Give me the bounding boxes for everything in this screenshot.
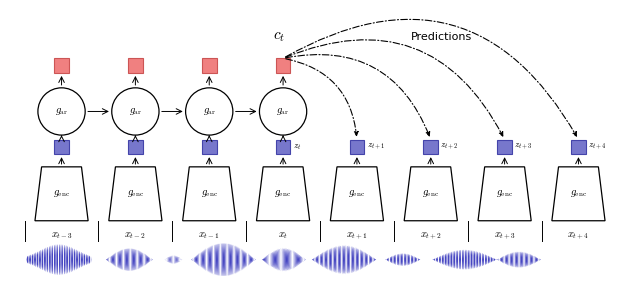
Text: $x_{t-1}$: $x_{t-1}$ bbox=[198, 230, 220, 241]
Text: $g_{\mathrm{enc}}$: $g_{\mathrm{enc}}$ bbox=[422, 188, 440, 199]
Polygon shape bbox=[478, 167, 531, 221]
Text: $g_{\mathrm{enc}}$: $g_{\mathrm{enc}}$ bbox=[275, 188, 292, 199]
Text: $z_t$: $z_t$ bbox=[292, 142, 301, 152]
Bar bbox=[128, 140, 143, 154]
Bar bbox=[202, 58, 216, 73]
Text: $x_{t+1}$: $x_{t+1}$ bbox=[346, 230, 368, 241]
Circle shape bbox=[186, 88, 233, 135]
Text: $g_{\mathrm{ar}}$: $g_{\mathrm{ar}}$ bbox=[55, 106, 68, 117]
Bar bbox=[54, 140, 69, 154]
Text: $g_{\mathrm{ar}}$: $g_{\mathrm{ar}}$ bbox=[276, 106, 290, 117]
Polygon shape bbox=[35, 167, 88, 221]
FancyArrowPatch shape bbox=[285, 40, 503, 136]
Text: $g_{\mathrm{ar}}$: $g_{\mathrm{ar}}$ bbox=[203, 106, 216, 117]
Text: $z_{t+3}$: $z_{t+3}$ bbox=[514, 142, 532, 152]
Polygon shape bbox=[404, 167, 458, 221]
Bar bbox=[424, 140, 438, 154]
Text: $g_{\mathrm{ar}}$: $g_{\mathrm{ar}}$ bbox=[129, 106, 142, 117]
Text: $g_{\mathrm{enc}}$: $g_{\mathrm{enc}}$ bbox=[200, 188, 218, 199]
Polygon shape bbox=[182, 167, 236, 221]
Text: $x_{t+4}$: $x_{t+4}$ bbox=[568, 230, 589, 241]
Polygon shape bbox=[552, 167, 605, 221]
Text: $x_{t-2}$: $x_{t-2}$ bbox=[124, 230, 147, 241]
Bar bbox=[349, 140, 364, 154]
Text: $x_{t+2}$: $x_{t+2}$ bbox=[420, 230, 442, 241]
Circle shape bbox=[38, 88, 85, 135]
Bar bbox=[54, 58, 69, 73]
Text: $z_{t+4}$: $z_{t+4}$ bbox=[588, 142, 607, 152]
Text: $g_{\mathrm{enc}}$: $g_{\mathrm{enc}}$ bbox=[348, 188, 365, 199]
Text: $x_{t+3}$: $x_{t+3}$ bbox=[493, 230, 516, 241]
Bar bbox=[128, 58, 143, 73]
Text: $g_{\mathrm{enc}}$: $g_{\mathrm{enc}}$ bbox=[496, 188, 513, 199]
Bar bbox=[497, 140, 512, 154]
Text: $c_t$: $c_t$ bbox=[273, 28, 285, 43]
Text: $x_t$: $x_t$ bbox=[278, 230, 288, 241]
Circle shape bbox=[259, 88, 307, 135]
Bar bbox=[571, 140, 586, 154]
Text: Predictions: Predictions bbox=[412, 32, 472, 42]
Polygon shape bbox=[109, 167, 162, 221]
FancyArrowPatch shape bbox=[286, 54, 429, 136]
Text: $z_{t+1}$: $z_{t+1}$ bbox=[367, 142, 385, 152]
Text: $g_{\mathrm{enc}}$: $g_{\mathrm{enc}}$ bbox=[127, 188, 144, 199]
Polygon shape bbox=[330, 167, 383, 221]
Text: $z_{t+2}$: $z_{t+2}$ bbox=[440, 142, 459, 152]
Text: $g_{\mathrm{enc}}$: $g_{\mathrm{enc}}$ bbox=[570, 188, 587, 199]
FancyArrowPatch shape bbox=[285, 19, 577, 136]
Text: $g_{\mathrm{enc}}$: $g_{\mathrm{enc}}$ bbox=[53, 188, 70, 199]
Bar bbox=[276, 58, 291, 73]
Text: $x_{t-3}$: $x_{t-3}$ bbox=[51, 230, 72, 241]
Bar bbox=[202, 140, 216, 154]
Bar bbox=[276, 140, 291, 154]
Polygon shape bbox=[257, 167, 310, 221]
FancyArrowPatch shape bbox=[286, 59, 358, 136]
Circle shape bbox=[112, 88, 159, 135]
